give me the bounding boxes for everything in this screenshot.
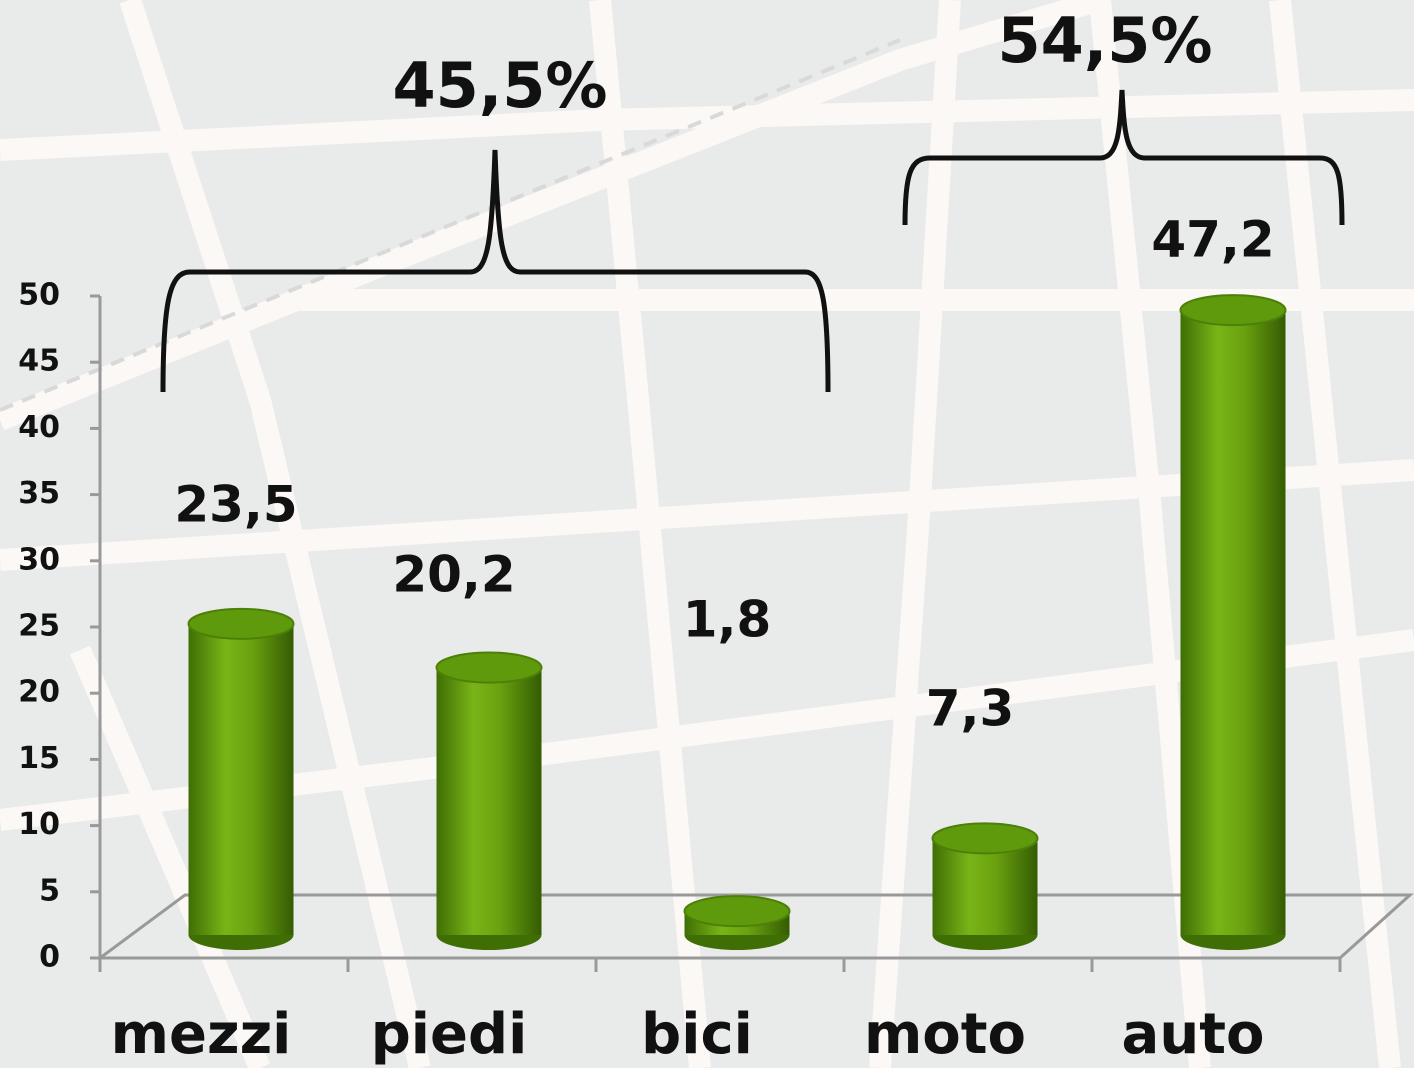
bar-top — [1179, 294, 1287, 327]
value-label: 20,2 — [392, 546, 515, 604]
bar — [188, 623, 294, 935]
bar-top — [187, 607, 295, 640]
y-tick-label: 50 — [18, 278, 60, 313]
x-tick-label: auto — [1122, 1002, 1265, 1067]
bar — [436, 667, 542, 935]
value-label: 1,8 — [683, 591, 772, 649]
bar — [932, 838, 1038, 935]
y-tick-label: 15 — [18, 741, 60, 776]
y-tick-label: 30 — [18, 542, 60, 577]
y-tick-label: 0 — [39, 940, 60, 975]
braces — [160, 89, 1345, 393]
x-tick-label: bici — [641, 1002, 753, 1067]
value-label: 23,5 — [174, 476, 297, 534]
y-tick-label: 40 — [18, 410, 60, 445]
y-tick-label: 5 — [39, 873, 60, 908]
bar-top — [931, 822, 1039, 855]
y-tick-label: 20 — [18, 675, 60, 710]
x-tick-label: moto — [864, 1002, 1026, 1067]
value-label: 7,3 — [926, 680, 1015, 738]
x-tick-label: mezzi — [111, 1002, 292, 1067]
y-tick-label: 25 — [18, 609, 60, 644]
y-tick-label: 45 — [18, 344, 60, 379]
annotation: 45,5% — [392, 49, 607, 122]
bar-top — [435, 651, 543, 684]
bar-top — [683, 895, 791, 928]
y-tick-label: 35 — [18, 476, 60, 511]
y-tick-label: 10 — [18, 807, 60, 842]
annotation: 54,5% — [997, 4, 1212, 77]
bar — [1180, 310, 1286, 935]
value-label: 47,2 — [1151, 211, 1274, 269]
x-tick-label: piedi — [371, 1002, 528, 1067]
